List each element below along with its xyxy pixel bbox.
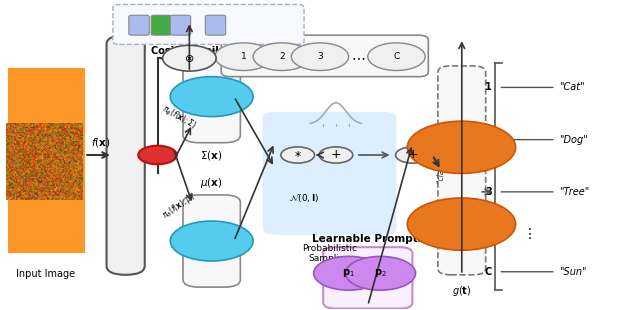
Text: $\pi_\phi(f(\mathbf{x});\Sigma)$: $\pi_\phi(f(\mathbf{x});\Sigma)$: [159, 103, 199, 133]
Text: "Cat": "Cat": [559, 82, 584, 92]
Circle shape: [281, 147, 314, 163]
Text: "Dog": "Dog": [559, 135, 588, 145]
Text: 2: 2: [485, 135, 492, 145]
Text: $g(\mathbf{t})$: $g(\mathbf{t})$: [452, 284, 472, 298]
Text: $*$: $*$: [294, 148, 301, 162]
Text: $\cdots$: $\cdots$: [351, 50, 365, 64]
Text: $\Sigma(\mathbf{x})$: $\Sigma(\mathbf{x})$: [200, 149, 223, 162]
Text: 3: 3: [485, 187, 492, 197]
FancyBboxPatch shape: [106, 35, 145, 275]
FancyBboxPatch shape: [221, 35, 428, 77]
Circle shape: [138, 146, 177, 164]
Text: 2: 2: [279, 52, 285, 61]
Text: $\pi_\theta(f(\mathbf{x});\mu)$: $\pi_\theta(f(\mathbf{x});\mu)$: [159, 189, 198, 222]
Text: 1: 1: [241, 52, 246, 61]
Circle shape: [314, 256, 384, 290]
Text: $\mathbf{p}_2$: $\mathbf{p}_2$: [374, 267, 387, 279]
Text: C: C: [394, 52, 399, 61]
Text: $+$: $+$: [407, 148, 418, 162]
Circle shape: [253, 43, 310, 70]
FancyBboxPatch shape: [129, 15, 149, 35]
Circle shape: [407, 121, 516, 173]
FancyBboxPatch shape: [323, 247, 412, 309]
Text: $\mathbf{p}_1$: $\mathbf{p}_1$: [342, 267, 355, 279]
Circle shape: [170, 77, 253, 117]
Circle shape: [368, 43, 425, 70]
Text: $f(\mathbf{x})$: $f(\mathbf{x})$: [91, 136, 110, 149]
FancyBboxPatch shape: [151, 15, 172, 35]
Text: Probabilistic
Sampling: Probabilistic Sampling: [302, 244, 357, 264]
FancyBboxPatch shape: [170, 15, 191, 35]
Text: "Tree": "Tree": [559, 187, 589, 197]
FancyBboxPatch shape: [113, 4, 304, 44]
Circle shape: [346, 256, 415, 290]
Text: $\mu(\mathbf{x})$: $\mu(\mathbf{x})$: [200, 176, 223, 190]
Circle shape: [291, 43, 349, 70]
Circle shape: [163, 45, 216, 71]
FancyBboxPatch shape: [183, 195, 241, 287]
Text: $\otimes$: $\otimes$: [184, 53, 195, 64]
Text: $\mathcal{N}(0, \mathbf{I})$: $\mathcal{N}(0, \mathbf{I})$: [289, 192, 319, 204]
Text: "class": "class": [436, 157, 445, 183]
Text: 3: 3: [317, 52, 323, 61]
Text: 1: 1: [485, 82, 492, 92]
Circle shape: [215, 43, 272, 70]
FancyBboxPatch shape: [183, 51, 241, 143]
Text: Cosine Similarity Score: Cosine Similarity Score: [151, 46, 279, 56]
Text: C: C: [485, 267, 492, 277]
FancyBboxPatch shape: [262, 112, 396, 235]
Text: "Sun": "Sun": [559, 267, 586, 277]
FancyBboxPatch shape: [205, 15, 226, 35]
Circle shape: [319, 147, 353, 163]
Text: Input Image: Input Image: [17, 269, 76, 279]
Circle shape: [170, 221, 253, 261]
FancyBboxPatch shape: [438, 66, 486, 275]
Circle shape: [407, 198, 516, 250]
Circle shape: [396, 147, 429, 163]
Text: $\vdots$: $\vdots$: [522, 226, 532, 241]
Text: $+$: $+$: [330, 148, 342, 162]
Text: Learnable Prompts: Learnable Prompts: [312, 234, 424, 244]
